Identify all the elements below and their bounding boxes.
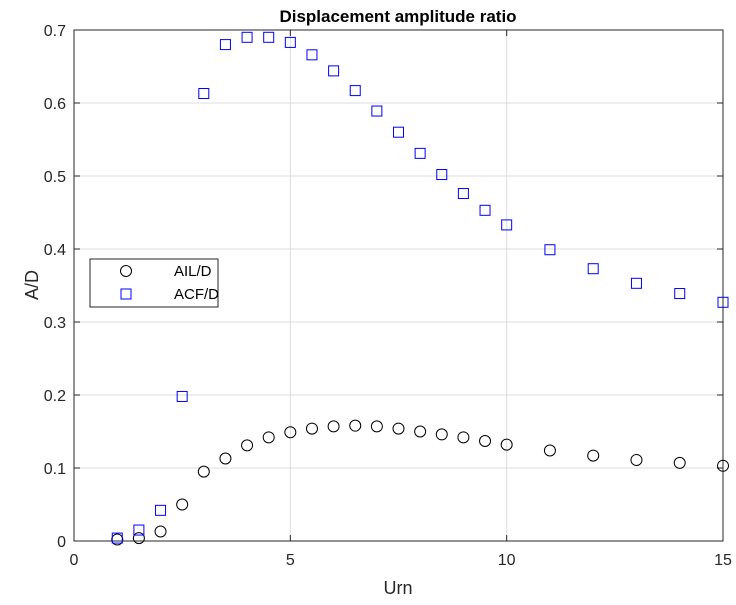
legend-label-acf: ACF/D xyxy=(174,286,219,303)
data-point-acf xyxy=(544,244,556,256)
data-point-ail xyxy=(176,498,189,511)
data-point-ail xyxy=(262,431,275,444)
x-tick-label: 10 xyxy=(498,552,516,569)
data-point-ail xyxy=(717,459,729,472)
series-layer xyxy=(111,31,729,546)
data-point-acf xyxy=(457,188,469,200)
legend-marker-acf xyxy=(120,288,132,300)
data-point-acf xyxy=(328,65,340,77)
y-tick-label: 0.1 xyxy=(44,461,66,478)
x-tick-label: 5 xyxy=(286,552,295,569)
data-point-ail xyxy=(543,444,556,457)
data-point-acf xyxy=(371,105,383,117)
y-tick-label: 0.4 xyxy=(44,242,66,259)
data-point-ail xyxy=(349,419,362,432)
data-point-acf xyxy=(133,524,145,536)
data-point-ail xyxy=(630,453,643,466)
data-point-acf xyxy=(263,31,275,43)
data-point-acf xyxy=(176,390,188,402)
data-point-acf xyxy=(219,39,231,51)
x-tick-label: 0 xyxy=(70,552,79,569)
y-tick-label: 0.7 xyxy=(44,23,66,40)
chart-title: Displacement amplitude ratio xyxy=(279,7,516,26)
data-point-acf xyxy=(284,36,296,48)
data-point-ail xyxy=(219,452,232,465)
data-point-acf xyxy=(587,263,599,275)
data-point-acf xyxy=(349,85,361,97)
data-point-ail xyxy=(479,434,492,447)
data-point-acf xyxy=(717,296,729,308)
data-point-ail xyxy=(154,525,167,538)
data-point-acf xyxy=(436,169,448,181)
y-tick-label: 0.2 xyxy=(44,388,66,405)
data-point-acf xyxy=(198,88,210,100)
data-point-ail xyxy=(587,449,600,462)
legend: AIL/D ACF/D xyxy=(89,258,219,308)
data-point-ail xyxy=(132,532,145,545)
data-point-acf xyxy=(501,219,513,231)
series-acf-d xyxy=(111,31,729,544)
y-tick-label: 0.3 xyxy=(44,315,66,332)
y-axis-label: A/D xyxy=(22,270,42,300)
y-tick-labels: 0 0.1 0.2 0.3 0.4 0.5 0.6 0.7 xyxy=(44,23,66,551)
data-point-acf xyxy=(111,532,123,544)
data-point-acf xyxy=(155,504,167,516)
y-tick-label: 0 xyxy=(57,534,66,551)
data-point-ail xyxy=(457,431,470,444)
grid xyxy=(73,29,724,542)
x-tick-label: 15 xyxy=(714,552,732,569)
data-point-ail xyxy=(435,428,448,441)
data-point-acf xyxy=(630,277,642,289)
data-point-ail xyxy=(370,420,383,433)
data-point-ail xyxy=(327,420,340,433)
y-tick-label: 0.5 xyxy=(44,169,66,186)
x-axis-label: Urn xyxy=(383,578,412,598)
x-tick-labels: 0 5 10 15 xyxy=(70,552,732,569)
data-point-acf xyxy=(393,126,404,138)
data-point-ail xyxy=(197,465,210,478)
legend-box xyxy=(89,258,219,308)
data-point-ail xyxy=(392,422,405,435)
data-point-acf xyxy=(414,147,426,159)
data-point-acf xyxy=(479,204,491,216)
legend-marker-ail xyxy=(120,265,132,277)
legend-label-ail: AIL/D xyxy=(174,263,212,280)
data-point-ail xyxy=(305,422,318,435)
data-point-ail xyxy=(284,426,297,439)
data-point-acf xyxy=(306,49,318,61)
data-point-acf xyxy=(674,288,686,300)
data-point-ail xyxy=(241,439,254,452)
data-point-acf xyxy=(241,31,253,43)
y-tick-label: 0.6 xyxy=(44,96,66,113)
plot-frame xyxy=(73,29,724,542)
data-point-ail xyxy=(414,425,427,438)
data-point-ail xyxy=(500,438,513,451)
data-point-ail xyxy=(673,456,686,469)
ticks xyxy=(73,29,724,542)
